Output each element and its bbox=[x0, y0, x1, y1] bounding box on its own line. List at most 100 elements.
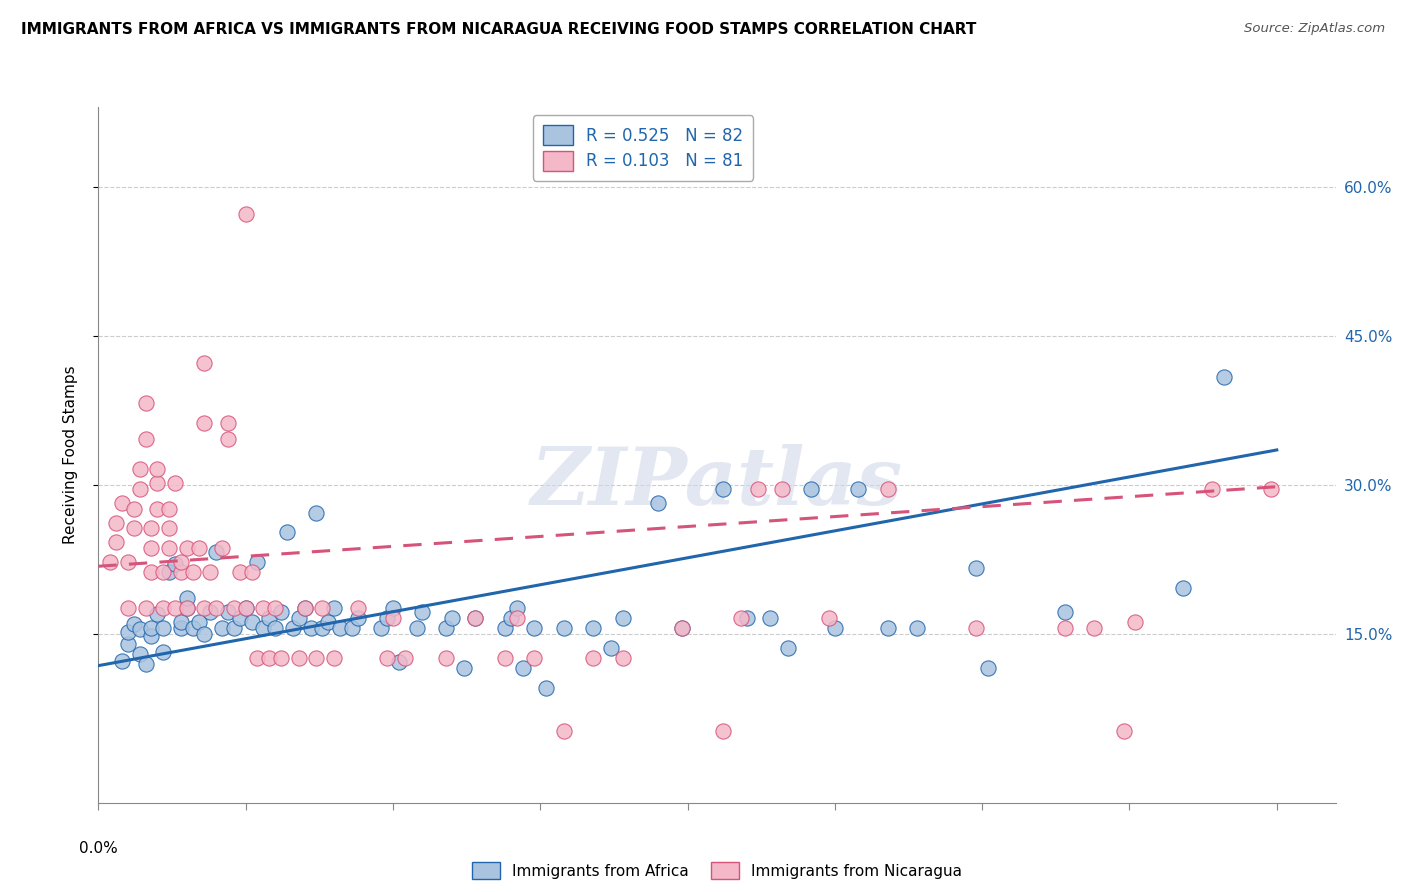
Point bbox=[965, 621, 987, 635]
Point bbox=[294, 601, 316, 615]
Point bbox=[117, 637, 139, 651]
Point bbox=[977, 660, 1000, 674]
Point bbox=[135, 432, 157, 446]
Point bbox=[217, 432, 239, 446]
Point bbox=[370, 621, 392, 635]
Point bbox=[111, 495, 134, 509]
Point bbox=[553, 724, 575, 739]
Point bbox=[612, 650, 634, 665]
Point bbox=[287, 611, 309, 625]
Point bbox=[848, 482, 870, 496]
Point bbox=[523, 621, 546, 635]
Point bbox=[157, 501, 180, 516]
Point bbox=[877, 621, 900, 635]
Point bbox=[730, 611, 752, 625]
Point bbox=[146, 462, 169, 476]
Point bbox=[264, 621, 287, 635]
Point bbox=[217, 416, 239, 430]
Point bbox=[135, 396, 157, 410]
Point bbox=[464, 611, 486, 625]
Point bbox=[965, 561, 987, 575]
Point bbox=[170, 621, 193, 635]
Point bbox=[711, 482, 734, 496]
Point bbox=[240, 565, 263, 579]
Point bbox=[770, 482, 793, 496]
Point bbox=[1260, 482, 1282, 496]
Point bbox=[316, 615, 339, 629]
Point bbox=[647, 495, 669, 509]
Point bbox=[270, 650, 292, 665]
Point bbox=[157, 565, 180, 579]
Point bbox=[122, 616, 145, 631]
Point bbox=[329, 621, 352, 635]
Point bbox=[305, 506, 328, 520]
Point bbox=[382, 611, 405, 625]
Point bbox=[512, 660, 534, 674]
Point bbox=[494, 621, 516, 635]
Point bbox=[506, 611, 529, 625]
Point bbox=[388, 655, 411, 669]
Point bbox=[311, 601, 333, 615]
Point bbox=[905, 621, 928, 635]
Point bbox=[235, 601, 257, 615]
Point bbox=[217, 605, 239, 619]
Point bbox=[252, 601, 274, 615]
Point bbox=[170, 615, 193, 629]
Point bbox=[141, 541, 163, 556]
Point bbox=[211, 541, 233, 556]
Point bbox=[281, 621, 304, 635]
Point bbox=[305, 650, 328, 665]
Point bbox=[375, 611, 398, 625]
Point bbox=[494, 650, 516, 665]
Point bbox=[176, 541, 198, 556]
Point bbox=[122, 521, 145, 535]
Text: Source: ZipAtlas.com: Source: ZipAtlas.com bbox=[1244, 22, 1385, 36]
Point bbox=[1171, 581, 1194, 595]
Point bbox=[163, 558, 186, 572]
Point bbox=[735, 611, 758, 625]
Point bbox=[759, 611, 782, 625]
Point bbox=[146, 501, 169, 516]
Point bbox=[270, 605, 292, 619]
Point bbox=[711, 724, 734, 739]
Point bbox=[152, 645, 174, 659]
Point bbox=[111, 654, 134, 668]
Point bbox=[128, 622, 150, 636]
Point bbox=[152, 621, 174, 635]
Point bbox=[222, 601, 245, 615]
Point bbox=[98, 555, 121, 569]
Point bbox=[818, 611, 841, 625]
Point bbox=[229, 565, 252, 579]
Point bbox=[193, 601, 215, 615]
Point bbox=[612, 611, 634, 625]
Point bbox=[193, 627, 215, 641]
Point bbox=[128, 647, 150, 661]
Point bbox=[776, 640, 799, 655]
Point bbox=[222, 621, 245, 635]
Point bbox=[205, 545, 228, 559]
Point bbox=[163, 601, 186, 615]
Point bbox=[582, 650, 605, 665]
Point bbox=[246, 650, 269, 665]
Point bbox=[1212, 370, 1234, 384]
Point bbox=[187, 541, 209, 556]
Point bbox=[1201, 482, 1223, 496]
Point bbox=[146, 475, 169, 490]
Point bbox=[464, 611, 486, 625]
Point bbox=[117, 555, 139, 569]
Point bbox=[499, 611, 522, 625]
Text: IMMIGRANTS FROM AFRICA VS IMMIGRANTS FROM NICARAGUA RECEIVING FOOD STAMPS CORREL: IMMIGRANTS FROM AFRICA VS IMMIGRANTS FRO… bbox=[21, 22, 976, 37]
Point bbox=[200, 605, 222, 619]
Point bbox=[294, 601, 316, 615]
Point bbox=[141, 565, 163, 579]
Point bbox=[128, 482, 150, 496]
Point bbox=[323, 650, 346, 665]
Point bbox=[152, 565, 174, 579]
Point bbox=[152, 601, 174, 615]
Point bbox=[1125, 615, 1147, 629]
Point bbox=[170, 565, 193, 579]
Point bbox=[299, 621, 322, 635]
Point bbox=[205, 601, 228, 615]
Point bbox=[405, 621, 427, 635]
Point bbox=[122, 501, 145, 516]
